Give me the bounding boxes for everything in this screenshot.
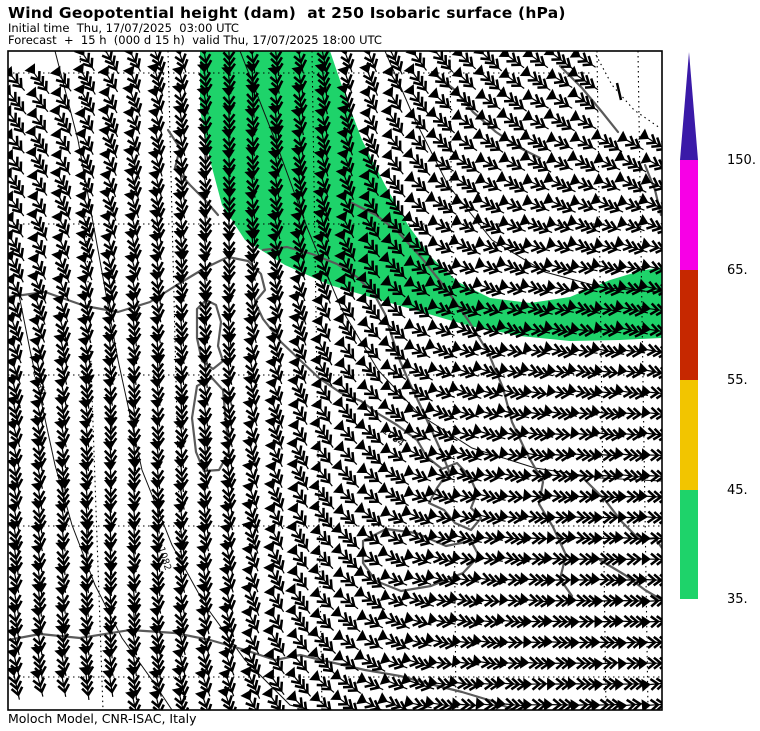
colorbar-tick-label: 45. (727, 483, 748, 498)
forecast-valid-line: Forecast + 15 h (000 d 15 h) valid Thu, … (8, 33, 382, 47)
colorbar-segment (680, 270, 698, 380)
shaded-speed-band (200, 51, 662, 341)
calm-mark (615, 82, 623, 101)
colorbar-segment (680, 490, 698, 599)
colorbar-segment (680, 160, 698, 270)
colorbar-segment (680, 380, 698, 490)
map-frame (7, 50, 663, 711)
colorbar-segment (680, 52, 698, 160)
colorbar-tick-label: 65. (727, 263, 748, 278)
wind-barbs (8, 51, 662, 710)
colorbar-tick-label: 55. (727, 373, 748, 388)
initial-time-line: Initial time Thu, 17/07/2025 03:00 UTC (8, 21, 239, 35)
colorbar-tick-label: 35. (727, 592, 748, 607)
model-credit: Moloch Model, CNR-ISAC, Italy (8, 711, 197, 726)
chart-title: Wind Geopotential height (dam) at 250 Is… (8, 4, 566, 22)
colorbar-tick-label: 150. (727, 153, 756, 168)
colorbar: 150. 65. 55. 45. 35. (680, 52, 756, 607)
